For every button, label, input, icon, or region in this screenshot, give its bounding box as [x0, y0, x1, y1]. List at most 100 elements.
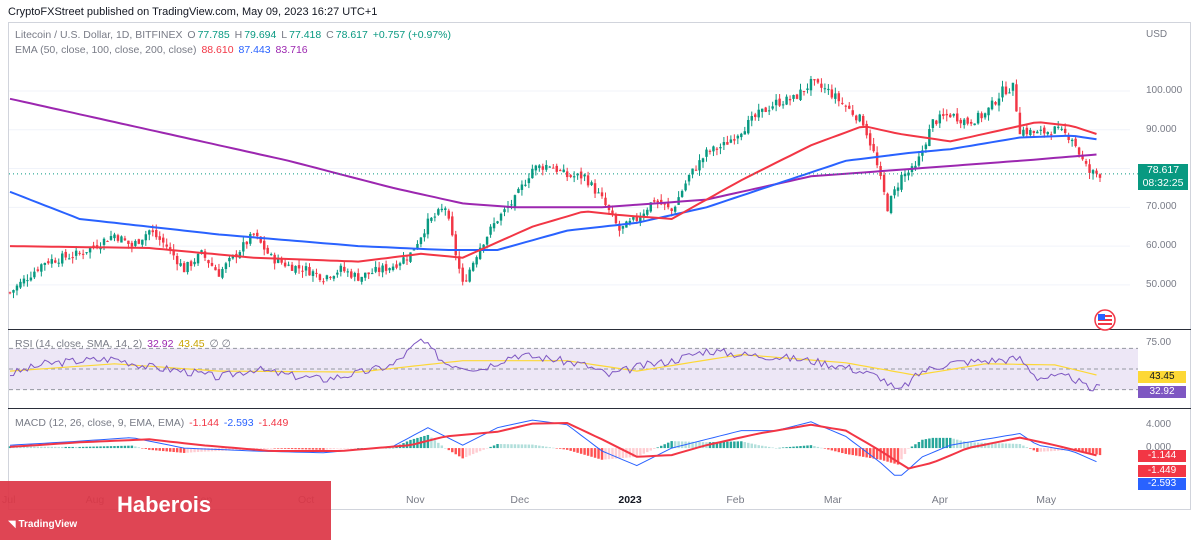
- macd-histogram-bar: [997, 443, 1001, 449]
- candle-body: [726, 141, 729, 145]
- candle-body: [764, 107, 767, 112]
- macd-histogram-bar: [827, 448, 830, 450]
- macd-histogram-bar: [893, 448, 896, 464]
- macd-histogram-bar: [109, 446, 113, 449]
- macd-histogram-bar: [792, 446, 795, 449]
- candle-body: [976, 112, 980, 124]
- candle-body: [266, 247, 269, 254]
- candle-body: [137, 239, 141, 244]
- candle-body: [722, 142, 726, 146]
- candle-body: [527, 178, 531, 184]
- macd-histogram-bar: [1029, 448, 1032, 449]
- macd-histogram-bar: [618, 448, 621, 459]
- macd-histogram-bar: [353, 448, 356, 449]
- candle-body: [144, 234, 148, 241]
- candle-body: [715, 148, 719, 150]
- candle-body: [569, 175, 572, 177]
- candle-body: [576, 173, 579, 176]
- rsi-sma-tag: 43.45: [1138, 371, 1186, 383]
- candle-body: [875, 152, 879, 166]
- candle-body: [1025, 127, 1029, 135]
- macd-histogram-bar: [297, 448, 301, 450]
- ema200-value: 83.716: [275, 44, 308, 56]
- candle-body: [496, 221, 499, 224]
- macd-histogram-bar: [464, 448, 468, 457]
- ohlc-high: 79.694: [244, 29, 277, 41]
- candle-body: [1004, 86, 1008, 95]
- price-tick-label: 70.000: [1146, 201, 1177, 213]
- macd-histogram-bar: [1074, 448, 1077, 451]
- macd-histogram-bar: [924, 439, 928, 449]
- macd-histogram-bar: [910, 446, 914, 449]
- rsi-legend: RSI (14, close, SMA, 14, 2) 32.92 43.45 …: [15, 338, 233, 350]
- candle-body: [1060, 128, 1063, 130]
- macd-histogram-bar: [273, 448, 276, 449]
- candle-body: [987, 107, 990, 116]
- candle-body: [820, 83, 823, 88]
- tradingview-logo[interactable]: ◥ TradingView: [8, 519, 77, 530]
- macd-histogram-bar: [186, 448, 189, 453]
- macd-histogram-bar: [649, 448, 652, 451]
- macd-histogram-bar: [642, 448, 646, 454]
- macd-label[interactable]: MACD (12, 26, close, 9, EMA, EMA): [15, 417, 185, 429]
- candle-body: [210, 262, 214, 266]
- candle-body: [451, 216, 454, 236]
- macd-histogram-bar: [541, 446, 545, 449]
- candle-body: [315, 272, 318, 274]
- macd-histogram-bar: [1046, 448, 1049, 452]
- symbol-name[interactable]: Litecoin / U.S. Dollar, 1D, BITFINEX: [15, 29, 183, 41]
- macd-histogram-bar: [917, 442, 921, 449]
- pane-divider-macd[interactable]: [8, 408, 1191, 409]
- macd-histogram-bar: [625, 448, 628, 458]
- candle-body: [649, 202, 652, 212]
- candle-body: [635, 216, 639, 221]
- us-flag-icon[interactable]: [1094, 309, 1120, 331]
- macd-histogram-bar: [861, 448, 865, 457]
- candle-body: [973, 123, 976, 126]
- candle-body: [534, 165, 538, 171]
- macd-histogram-bar: [444, 448, 447, 449]
- candle-body: [938, 114, 942, 124]
- rsi-label[interactable]: RSI (14, close, SMA, 14, 2): [15, 338, 143, 350]
- macd-signal-value: -1.449: [258, 417, 289, 429]
- candle-body: [1074, 138, 1077, 147]
- candle-body: [785, 96, 788, 105]
- candle-body: [1032, 130, 1036, 133]
- candle-body: [61, 253, 64, 264]
- candle-body: [88, 247, 92, 253]
- candle-body: [907, 172, 910, 176]
- candle-body: [663, 203, 666, 205]
- macd-line-value: -2.593: [223, 417, 254, 429]
- macd-histogram-bar: [785, 447, 788, 449]
- rsi-tick-label: 75.00: [1146, 337, 1172, 349]
- candle-body: [792, 94, 795, 99]
- candle-body: [71, 257, 74, 259]
- macd-histogram-bar: [524, 444, 527, 449]
- candle-body: [565, 171, 569, 178]
- candle-body: [781, 104, 785, 106]
- macd-histogram-bar: [834, 448, 837, 452]
- macd-histogram-bar: [795, 446, 799, 449]
- macd-histogram-bar: [621, 448, 625, 458]
- macd-histogram-bar: [95, 446, 99, 449]
- macd-histogram-bar: [673, 441, 677, 449]
- pane-divider-rsi[interactable]: [8, 329, 1191, 330]
- candle-body: [36, 269, 40, 271]
- macd-histogram-bar: [788, 446, 792, 449]
- candle-body: [538, 165, 541, 168]
- macd-histogram-bar: [85, 446, 88, 449]
- macd-histogram-bar: [144, 448, 148, 449]
- macd-histogram-bar: [823, 448, 827, 449]
- candle-body: [214, 267, 217, 271]
- candle-body: [106, 240, 109, 242]
- macd-histogram-bar: [196, 448, 200, 452]
- macd-histogram-bar: [276, 448, 280, 449]
- candle-body: [1084, 160, 1088, 164]
- candle-body: [141, 239, 144, 245]
- macd-histogram-bar: [743, 442, 747, 449]
- macd-histogram-bar: [99, 446, 102, 449]
- candle-body: [381, 265, 384, 273]
- macd-signal-line: [9, 421, 1097, 470]
- ema-label[interactable]: EMA (50, close, 100, close, 200, close): [15, 44, 197, 56]
